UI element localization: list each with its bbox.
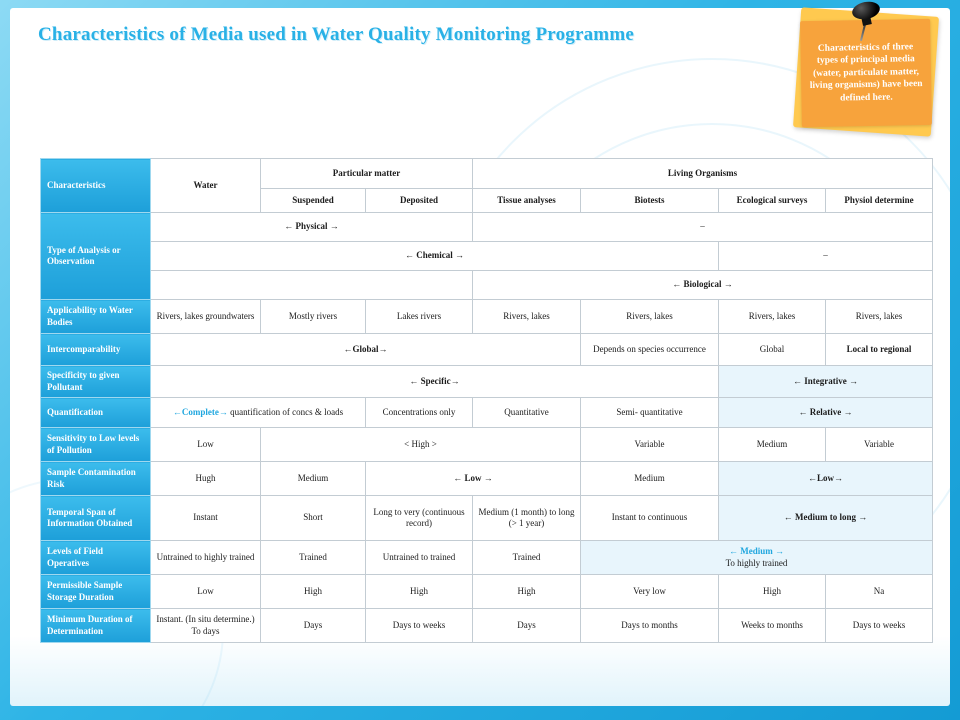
cell-applicability-tissue: Rivers, lakes <box>472 299 581 334</box>
row-label-temporal-span: Temporal Span of Information Obtained <box>40 495 151 541</box>
cell-contamination-suspended: Medium <box>260 461 366 496</box>
col-header-particular-matter: Particular matter <box>260 158 473 189</box>
cell-storage-physiol: Na <box>825 574 933 609</box>
cell-storage-water: Low <box>150 574 261 609</box>
cell-applicability-physiol: Rivers, lakes <box>825 299 933 334</box>
cell-integrative-arrow: ← Integrative → <box>718 365 933 398</box>
cell-minduration-suspended: Days <box>260 608 366 643</box>
cell-applicability-water: Rivers, lakes groundwaters <box>150 299 261 334</box>
cell-temporal-suspended: Short <box>260 495 366 541</box>
cell-minduration-ecological: Weeks to months <box>718 608 826 643</box>
cell-quantification-biotests: Semi- quantitative <box>580 397 719 428</box>
complete-text: quantification of concs & loads <box>230 406 344 417</box>
bottom-gradient <box>10 636 950 706</box>
cell-intercomparability-physiol: Local to regional <box>825 333 933 366</box>
col-header-living-organisms: Living Organisms <box>472 158 933 189</box>
cell-sensitivity-physiol: Variable <box>825 427 933 462</box>
cell-minduration-water: Instant. (In situ determine.) To days <box>150 608 261 643</box>
row-label-contamination-risk: Sample Contamination Risk <box>40 461 151 496</box>
cell-temporal-deposited: Long to very (continuous record) <box>365 495 473 541</box>
medium-text: To highly trained <box>725 557 788 568</box>
row-label-specificity: Specificity to given Pollutant <box>40 365 151 398</box>
cell-minduration-tissue: Days <box>472 608 581 643</box>
cell-fieldops-suspended: Trained <box>260 540 366 575</box>
media-characteristics-table: Characteristics Water Particular matter … <box>40 158 933 643</box>
cell-sensitivity-water: Low <box>150 427 261 462</box>
page-title: Characteristics of Media used in Water Q… <box>38 24 634 45</box>
cell-minduration-deposited: Days to weeks <box>365 608 473 643</box>
cell-temporal-medium-long-arrow: ← Medium to long → <box>718 495 933 541</box>
col-header-biotests: Biotests <box>580 188 719 213</box>
cell-global-arrow: ←Global→ <box>150 333 581 366</box>
row-label-intercomparability: Intercomparability <box>40 333 151 366</box>
cell-contamination-low-arrow: ← Low → <box>365 461 581 496</box>
cell-contamination-biotests: Medium <box>580 461 719 496</box>
cell-fieldops-deposited: Untrained to trained <box>365 540 473 575</box>
slide-content: Characteristics of Media used in Water Q… <box>10 8 950 706</box>
cell-intercomparability-biotests: Depends on species occurrence <box>580 333 719 366</box>
cell-quantification-complete: ←Complete→ quantification of concs & loa… <box>150 397 366 428</box>
cell-specific-arrow: ← Specific→ <box>150 365 719 398</box>
col-header-suspended: Suspended <box>260 188 366 213</box>
row-label-sensitivity: Sensitivity to Low levels of Pollution <box>40 427 151 462</box>
row-label-storage-duration: Permissible Sample Storage Duration <box>40 574 151 609</box>
cell-empty <box>150 270 473 300</box>
cell-biological-arrow: ← Biological → <box>472 270 933 300</box>
cell-applicability-suspended: Mostly rivers <box>260 299 366 334</box>
cell-sensitivity-high: < High > <box>260 427 581 462</box>
cell-minduration-physiol: Days to weeks <box>825 608 933 643</box>
col-header-water: Water <box>150 158 261 213</box>
pushpin-needle <box>859 24 867 41</box>
cell-temporal-water: Instant <box>150 495 261 541</box>
cell-fieldops-medium: ← Medium → To highly trained <box>580 540 933 575</box>
cell-applicability-ecological: Rivers, lakes <box>718 299 826 334</box>
col-header-characteristics: Characteristics <box>40 158 151 213</box>
cell-physical-arrow: ← Physical → <box>150 212 473 242</box>
col-header-deposited: Deposited <box>365 188 473 213</box>
row-label-applicability: Applicability to Water Bodies <box>40 299 151 334</box>
cell-sensitivity-biotests: Variable <box>580 427 719 462</box>
cell-storage-biotests: Very low <box>580 574 719 609</box>
cell-relative-arrow: ← Relative → <box>718 397 933 428</box>
cell-chemical-arrow: ← Chemical → <box>150 241 719 271</box>
row-label-min-duration: Minimum Duration of Determination <box>40 608 151 643</box>
cell-quantification-deposited: Concentrations only <box>365 397 473 428</box>
cell-chemical-dash: – <box>718 241 933 271</box>
cell-contamination-water: Hugh <box>150 461 261 496</box>
pushpin-head <box>850 0 882 22</box>
cell-temporal-biotests: Instant to continuous <box>580 495 719 541</box>
cell-applicability-deposited: Lakes rivers <box>365 299 473 334</box>
cell-intercomparability-ecological: Global <box>718 333 826 366</box>
complete-arrow: ←Complete→ <box>172 406 228 417</box>
cell-storage-deposited: High <box>365 574 473 609</box>
col-header-ecological-surveys: Ecological surveys <box>718 188 826 213</box>
col-header-physiol-determine: Physiol determine <box>825 188 933 213</box>
medium-arrow: ← Medium → <box>729 546 784 557</box>
cell-minduration-biotests: Days to months <box>580 608 719 643</box>
row-label-quantification: Quantification <box>40 397 151 428</box>
row-label-type-of-analysis: Type of Analysis or Observation <box>40 212 151 300</box>
cell-temporal-tissue: Medium (1 month) to long (> 1 year) <box>472 495 581 541</box>
cell-storage-ecological: High <box>718 574 826 609</box>
cell-sensitivity-ecological: Medium <box>718 427 826 462</box>
cell-contamination-low-right-arrow: ←Low→ <box>718 461 933 496</box>
row-label-field-operatives: Levels of Field Operatives <box>40 540 151 575</box>
cell-storage-tissue: High <box>472 574 581 609</box>
cell-physical-dash: – <box>472 212 933 242</box>
cell-quantification-tissue: Quantitative <box>472 397 581 428</box>
cell-fieldops-water: Untrained to highly trained <box>150 540 261 575</box>
cell-storage-suspended: High <box>260 574 366 609</box>
cell-fieldops-tissue: Trained <box>472 540 581 575</box>
pushpin-icon <box>848 0 888 50</box>
cell-applicability-biotests: Rivers, lakes <box>580 299 719 334</box>
col-header-tissue-analyses: Tissue analyses <box>472 188 581 213</box>
